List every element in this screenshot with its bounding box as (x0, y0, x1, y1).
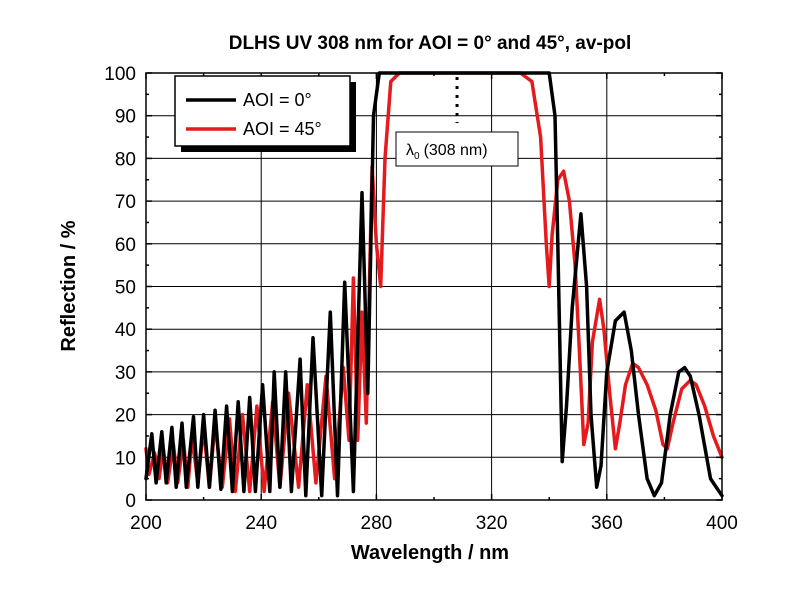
y-tick-label-30: 30 (115, 363, 136, 384)
axes: 200 240 280 320 360 400 0 10 20 30 40 50 60 70 80 90 100 (104, 64, 738, 534)
y-tick-label-80: 80 (115, 149, 136, 170)
x-tick-label-360: 360 (591, 513, 623, 534)
y-tick-label-10: 10 (115, 448, 136, 469)
x-tick-label-320: 320 (476, 513, 508, 534)
y-tick-label-90: 90 (115, 107, 136, 128)
x-tick-label-200: 200 (130, 513, 162, 534)
x-tick-label-400: 400 (706, 513, 738, 534)
chart-title: DLHS UV 308 nm for AOI = 0° and 45°, av-… (229, 33, 632, 54)
y-axis-label: Reflection / % (58, 220, 80, 351)
y-tick-label-0: 0 (125, 491, 136, 512)
y-tick-label-40: 40 (115, 320, 136, 341)
annotation-box (395, 131, 519, 167)
x-tick-label-280: 280 (361, 513, 393, 534)
legend-label-aoi-45: AOI = 45° (243, 119, 322, 139)
annotation-subscript: 0 (414, 151, 420, 162)
annotation-symbol: λ (406, 142, 414, 159)
annotation-label: λ0 (308 nm) (406, 142, 488, 162)
legend-label-aoi-0: AOI = 0° (243, 90, 312, 110)
y-tick-label-20: 20 (115, 406, 136, 427)
y-tick-label-100: 100 (104, 64, 136, 85)
legend-box (174, 75, 351, 147)
annotation-lambda0: λ0 (308 nm) (395, 77, 519, 167)
legend: AOI = 0° AOI = 45° (174, 75, 356, 152)
x-tick-label-240: 240 (245, 513, 277, 534)
y-tick-label-50: 50 (115, 278, 136, 299)
annotation-text: (308 nm) (424, 142, 488, 159)
y-tick-label-60: 60 (115, 235, 136, 256)
y-tick-label-70: 70 (115, 192, 136, 213)
x-axis-label: Wavelength / nm (351, 542, 509, 564)
series-line-aoi-0 (144, 71, 724, 498)
series-layer (144, 71, 724, 498)
